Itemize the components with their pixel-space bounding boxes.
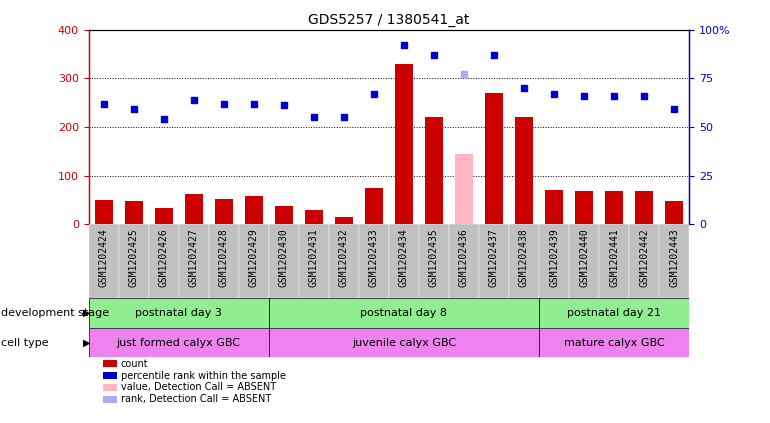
Text: GSM1202443: GSM1202443 [669,228,679,287]
Text: count: count [121,359,149,369]
Bar [575,191,593,224]
Bar [275,206,293,224]
Bar [659,224,689,298]
Text: GSM1202437: GSM1202437 [489,228,499,287]
Bar [269,224,299,298]
Bar [395,63,413,224]
Bar [119,224,149,298]
Text: rank, Detection Call = ABSENT: rank, Detection Call = ABSENT [121,394,271,404]
Bar [569,224,599,298]
Bar [329,224,359,298]
Bar [545,190,563,224]
Text: GSM1202438: GSM1202438 [519,228,529,287]
Text: GSM1202424: GSM1202424 [99,228,109,287]
Text: postnatal day 3: postnatal day 3 [136,308,222,318]
Bar [269,328,539,357]
Text: GSM1202426: GSM1202426 [159,228,169,287]
Bar [629,224,659,298]
Bar [455,154,473,224]
Bar [179,224,209,298]
Bar [89,298,269,328]
Bar [419,224,449,298]
Bar [425,117,443,224]
Bar [125,201,142,224]
Text: postnatal day 8: postnatal day 8 [360,308,447,318]
Text: GSM1202442: GSM1202442 [639,228,649,287]
Bar [209,224,239,298]
Bar [185,194,203,224]
Text: GSM1202431: GSM1202431 [309,228,319,287]
Bar [509,224,539,298]
Bar [539,328,689,357]
Text: GSM1202441: GSM1202441 [609,228,619,287]
Text: GSM1202439: GSM1202439 [549,228,559,287]
Bar [449,224,479,298]
Text: GSM1202435: GSM1202435 [429,228,439,287]
Text: GSM1202430: GSM1202430 [279,228,289,287]
Text: juvenile calyx GBC: juvenile calyx GBC [352,338,456,348]
Text: GSM1202436: GSM1202436 [459,228,469,287]
Text: ▶: ▶ [83,308,91,318]
Text: value, Detection Call = ABSENT: value, Detection Call = ABSENT [121,382,276,393]
Text: percentile rank within the sample: percentile rank within the sample [121,371,286,381]
Bar [665,201,683,224]
Text: GSM1202427: GSM1202427 [189,228,199,287]
Bar [485,93,503,224]
Text: GSM1202432: GSM1202432 [339,228,349,287]
Bar [299,224,329,298]
Bar [215,199,233,224]
Bar [89,224,119,298]
Bar [479,224,509,298]
Title: GDS5257 / 1380541_at: GDS5257 / 1380541_at [308,13,470,27]
Bar [149,224,179,298]
Bar [95,200,112,224]
Text: GSM1202433: GSM1202433 [369,228,379,287]
Text: GSM1202440: GSM1202440 [579,228,589,287]
Bar [359,224,389,298]
Text: mature calyx GBC: mature calyx GBC [564,338,665,348]
Bar [269,298,539,328]
Text: GSM1202429: GSM1202429 [249,228,259,287]
Text: postnatal day 21: postnatal day 21 [567,308,661,318]
Bar [365,188,383,224]
Text: cell type: cell type [1,338,49,348]
Text: GSM1202434: GSM1202434 [399,228,409,287]
Bar [305,210,323,224]
Bar [635,191,653,224]
Text: ▶: ▶ [83,338,91,348]
Bar [389,224,419,298]
Bar [89,328,269,357]
Bar [245,196,263,224]
Bar [599,224,629,298]
Text: development stage: development stage [1,308,109,318]
Text: just formed calyx GBC: just formed calyx GBC [116,338,241,348]
Bar [605,191,623,224]
Bar [539,298,689,328]
Bar [155,208,172,224]
Bar [539,224,569,298]
Text: GSM1202425: GSM1202425 [129,228,139,287]
Bar [239,224,269,298]
Bar [335,217,353,224]
Bar [515,117,533,224]
Text: GSM1202428: GSM1202428 [219,228,229,287]
